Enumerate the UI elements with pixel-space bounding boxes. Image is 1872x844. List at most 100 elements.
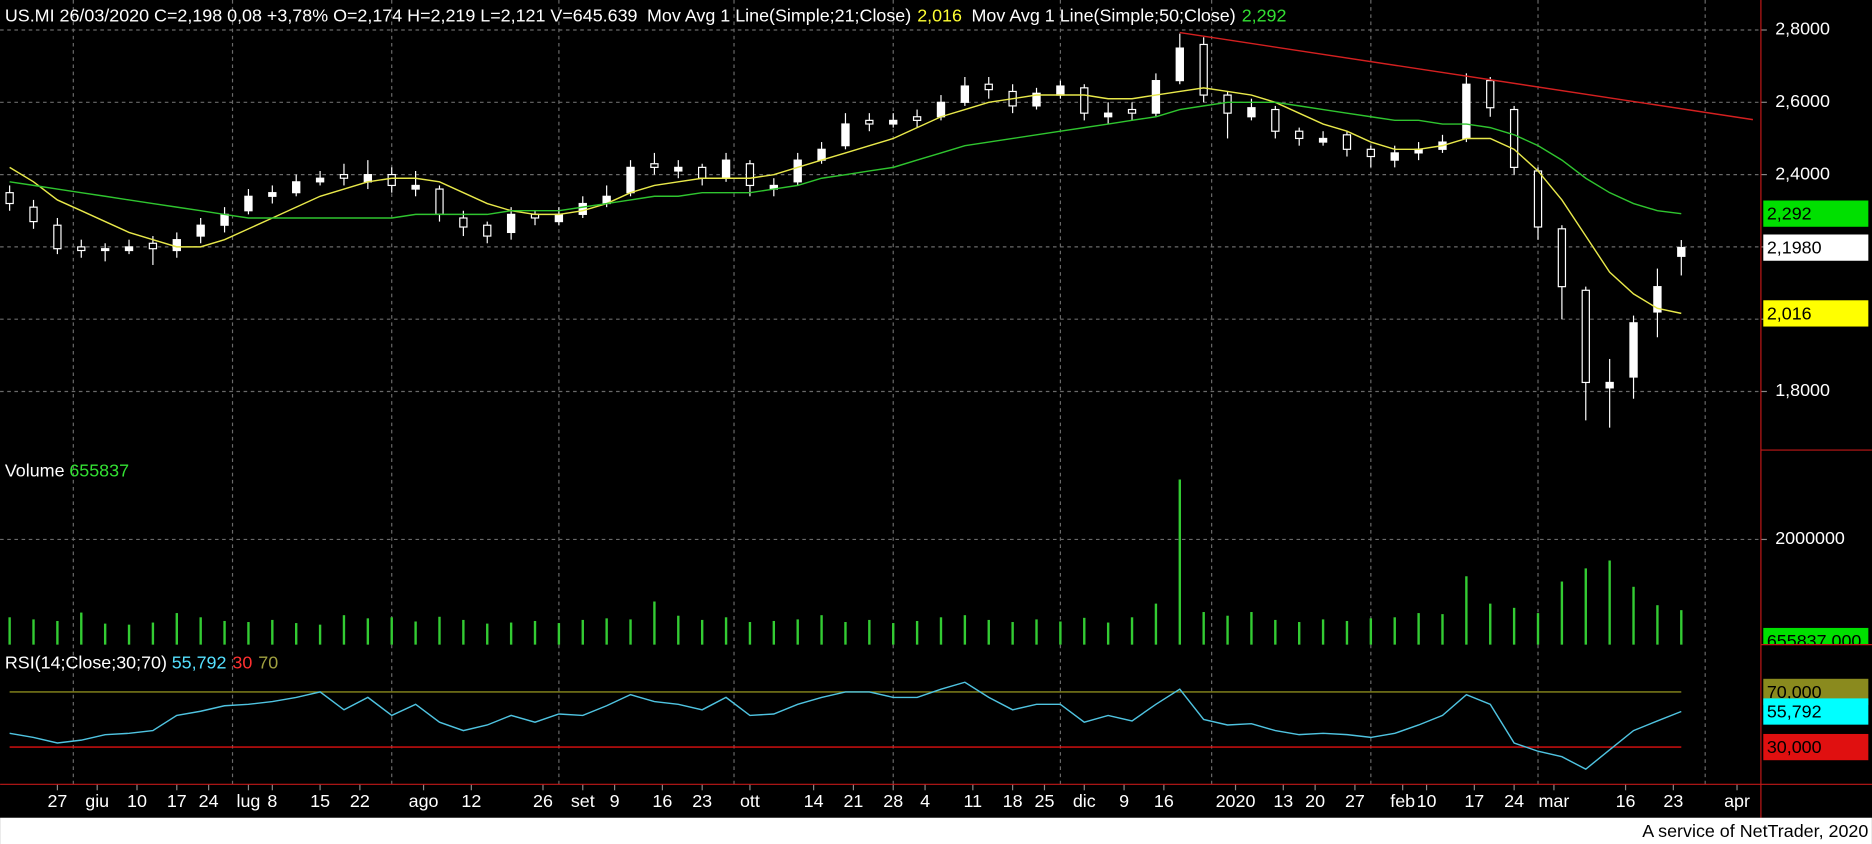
- volume-bar: [772, 620, 776, 645]
- x-tick-label: 14: [804, 791, 824, 811]
- volume-bar: [796, 619, 799, 645]
- y-tick-label: 2,8000: [1775, 19, 1830, 39]
- x-tick-label: 16: [652, 791, 672, 811]
- volume-bar: [1417, 613, 1420, 645]
- x-tick-label: lug: [237, 791, 261, 811]
- candle-body: [841, 123, 850, 147]
- moving-average: [9, 87, 1682, 315]
- volume-bar: [1250, 612, 1253, 645]
- candle-body: [1080, 87, 1089, 114]
- candle-body: [793, 159, 802, 183]
- rsi-last-label: 55,792: [1767, 701, 1822, 721]
- volume-bar: [1680, 610, 1683, 645]
- footer-bar: [0, 817, 1872, 844]
- candle-body: [650, 163, 659, 168]
- candle-body: [1366, 148, 1376, 158]
- candle-body: [411, 184, 420, 190]
- trendline: [1179, 31, 1754, 121]
- x-tick-label: 22: [350, 791, 370, 811]
- candle-body: [1509, 108, 1519, 168]
- volume-bar: [892, 623, 895, 645]
- candle-body: [77, 246, 86, 252]
- candle-body: [745, 163, 755, 187]
- volume-bar: [939, 617, 943, 645]
- volume-bar: [1345, 620, 1349, 645]
- candle-body: [5, 192, 14, 205]
- volume-bar: [1035, 619, 1038, 645]
- candle-body: [339, 174, 349, 179]
- volume-bar: [390, 617, 393, 645]
- volume-bar: [605, 618, 608, 645]
- volume-bar: [1369, 618, 1373, 645]
- volume-bar: [1632, 586, 1635, 645]
- volume-bar: [486, 623, 489, 645]
- candle-body: [1342, 134, 1352, 150]
- volume-bar: [1011, 622, 1014, 645]
- candle-body: [912, 116, 922, 121]
- x-tick-label: 27: [1345, 791, 1365, 811]
- volume-bar: [1106, 622, 1110, 645]
- x-tick-label: 15: [310, 791, 330, 811]
- volume-bar: [653, 601, 656, 645]
- x-tick-label: 20: [1305, 791, 1325, 811]
- candle-body: [960, 85, 970, 103]
- candle-body: [1151, 80, 1161, 114]
- ma50-last-label-box: [1763, 200, 1869, 227]
- moving-average: [9, 101, 1682, 219]
- x-tick-label: 27: [47, 791, 67, 811]
- x-tick-label: dic: [1073, 791, 1096, 811]
- candle-body: [292, 181, 301, 194]
- volume-bar: [271, 619, 274, 645]
- candle-body: [244, 195, 253, 212]
- x-tick-label: set: [571, 791, 595, 811]
- candle-body: [721, 159, 731, 179]
- volume-bar: [1202, 612, 1205, 645]
- volume-bar: [438, 616, 441, 645]
- x-tick-label: ott: [740, 791, 760, 811]
- candle-body: [315, 177, 325, 183]
- volume-bar: [557, 623, 561, 645]
- volume-bar: [1584, 568, 1587, 645]
- candle-body: [1462, 83, 1471, 140]
- volume-bar: [1441, 614, 1444, 645]
- candle-body: [100, 248, 110, 252]
- volume-bar: [1512, 607, 1516, 645]
- candle-body: [1175, 47, 1184, 82]
- candle-body: [1557, 228, 1567, 288]
- candle-body: [1103, 112, 1113, 118]
- close-last-label: 2,1980: [1767, 238, 1822, 258]
- candle-body: [1581, 289, 1590, 384]
- x-tick-label: 16: [1616, 791, 1636, 811]
- candle-body: [936, 101, 946, 118]
- candle-body: [196, 224, 205, 237]
- volume-bar: [247, 622, 250, 645]
- candle-body: [1127, 108, 1137, 114]
- candle-body: [1605, 381, 1614, 389]
- x-tick-label: 25: [1035, 791, 1055, 811]
- volume-bar: [1059, 621, 1062, 645]
- volume-last-label: 655837,000: [1767, 631, 1862, 651]
- volume-bar: [151, 622, 155, 645]
- x-tick-label: apr: [1724, 791, 1750, 811]
- candle-body: [148, 242, 158, 250]
- x-tick-label: 12: [461, 791, 481, 811]
- candle-body: [1199, 43, 1208, 96]
- volume-header: Volume 655837: [5, 460, 129, 480]
- volume-bar: [1489, 603, 1492, 645]
- x-tick-label: mar: [1539, 791, 1570, 811]
- rsi-level-30-box: [1763, 733, 1869, 761]
- x-tick-label: 8: [267, 791, 277, 811]
- ma21-last-label-group: 2,016: [1763, 300, 1869, 327]
- close-last-label-group: 2,1980: [1763, 234, 1869, 261]
- candle-body: [435, 188, 444, 215]
- volume-bar: [844, 622, 847, 645]
- x-tick-label: 18: [1003, 791, 1023, 811]
- volume-bar: [342, 615, 346, 645]
- volume-bar: [295, 623, 298, 645]
- candle-body: [29, 206, 38, 223]
- x-tick-label: feb: [1390, 791, 1415, 811]
- volume-bar: [868, 619, 871, 645]
- y-tick-label: 2000000: [1775, 528, 1845, 548]
- volume-bar: [724, 617, 728, 645]
